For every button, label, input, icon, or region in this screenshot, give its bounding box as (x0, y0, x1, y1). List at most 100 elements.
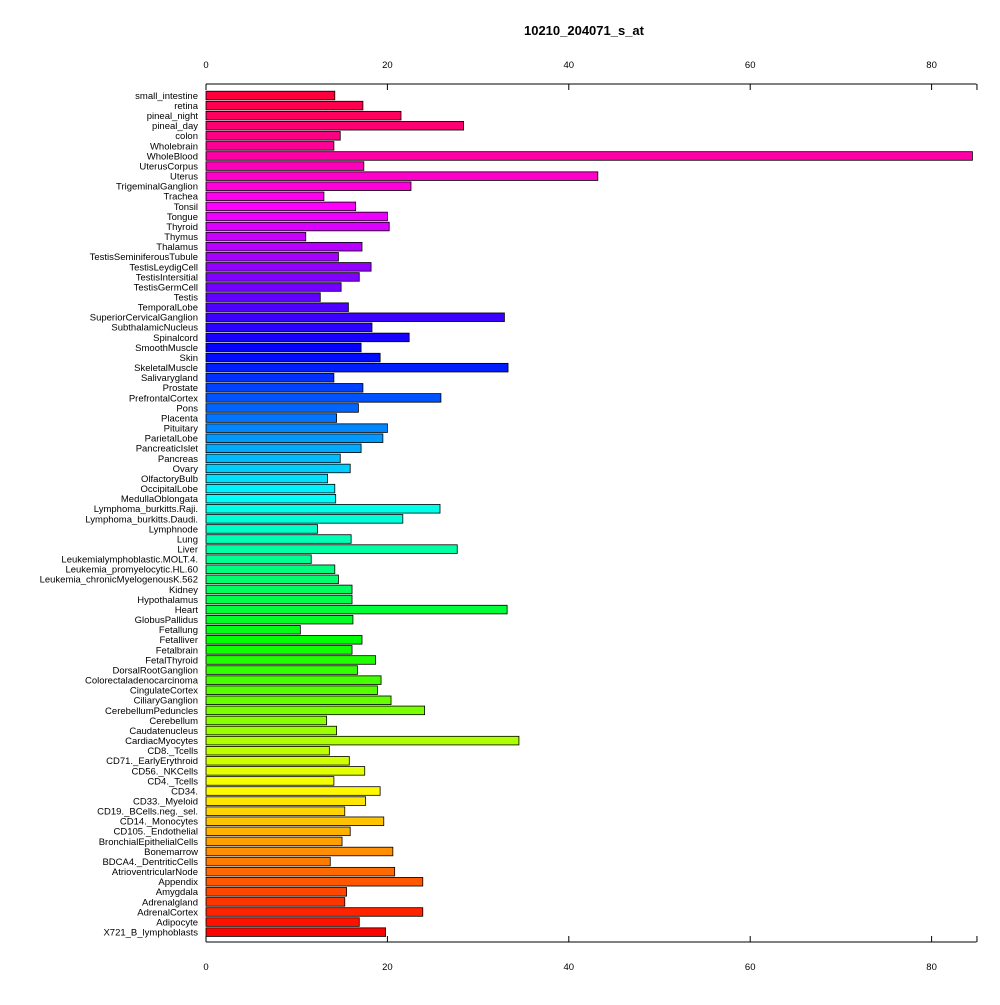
category-label: Ovary (173, 464, 199, 475)
tick-label: 20 (382, 962, 393, 973)
category-label: Pancreas (158, 454, 198, 465)
category-labels: small_intestineretinapineal_nightpineal_… (40, 91, 199, 939)
bar-32 (205, 413, 338, 423)
category-label: UterusCorpus (139, 161, 198, 172)
category-label: TrigeminalGanglion (116, 182, 198, 193)
category-label: TestisIntersitial (136, 272, 198, 283)
bar-31 (205, 403, 359, 413)
category-label: Placenta (161, 413, 199, 424)
bar-41 (205, 504, 441, 514)
bar-77 (205, 866, 396, 877)
category-label: TemporalLobe (138, 303, 198, 314)
bar-59 (205, 685, 378, 695)
category-label: Fetalliver (159, 635, 198, 646)
tick-label: 0 (203, 962, 208, 973)
category-label: Thymus (164, 232, 198, 243)
top-axis: 0 20 40 60 80 (203, 60, 978, 90)
bar-4 (205, 131, 341, 141)
bar-74 (205, 836, 343, 847)
category-label: X721_B_lymphoblasts (103, 928, 198, 939)
bar-16 (205, 252, 339, 262)
bar-73 (205, 826, 351, 837)
bar-10 (205, 191, 325, 202)
category-label: Liver (177, 545, 198, 556)
category-label: CD56._NKCells (131, 766, 198, 777)
category-label: BronchialEpithelialCells (99, 837, 199, 848)
bar-61 (205, 705, 425, 716)
category-label: Leukemialymphoblastic.MOLT.4. (61, 555, 198, 566)
category-label: Pituitary (164, 424, 199, 435)
bar-53 (205, 625, 301, 635)
category-label: CiliaryGanglion (134, 696, 198, 707)
bar-43 (205, 524, 318, 534)
bar-18 (205, 272, 360, 282)
category-label: Adrenalgland (142, 897, 198, 908)
category-label: WholeBlood (147, 151, 198, 162)
category-label: small_intestine (135, 91, 198, 102)
bar-56 (205, 655, 377, 665)
category-label: BDCA4._DentriticCells (102, 857, 198, 868)
category-label: Testis (174, 293, 199, 304)
bar-39 (205, 483, 336, 494)
category-label: Appendix (158, 877, 198, 888)
category-label: DorsalRootGanglion (112, 665, 198, 676)
category-label: Caudatenucleus (129, 726, 198, 737)
bar-81 (205, 907, 424, 917)
bar-62 (205, 715, 328, 726)
tick-label: 60 (745, 962, 756, 973)
bar-82 (205, 917, 360, 927)
bar-65 (205, 746, 330, 756)
category-label: PancreaticIslet (136, 444, 199, 455)
category-label: Hypothalamus (137, 595, 198, 606)
bar-2 (205, 110, 402, 121)
category-label: Kidney (169, 585, 198, 596)
category-label: CD105._Endothelial (113, 827, 198, 838)
bar-23 (205, 322, 373, 333)
bar-69 (205, 786, 381, 796)
bar-49 (205, 584, 353, 595)
bar-22 (205, 312, 505, 322)
bar-37 (205, 463, 351, 474)
bar-72 (205, 816, 385, 826)
category-label: OccipitalLobe (140, 484, 198, 495)
category-label: Fetallung (159, 625, 198, 636)
category-label: colon (175, 131, 198, 142)
tick-label: 40 (564, 962, 575, 973)
category-label: SmoothMuscle (135, 343, 198, 354)
category-label: Salivarygland (141, 373, 198, 384)
category-label: Trachea (164, 192, 199, 203)
bar-33 (205, 423, 388, 433)
bar-58 (205, 675, 382, 685)
chart-title: 10210_204071_s_at (524, 23, 645, 38)
category-label: SuperiorCervicalGanglion (90, 313, 198, 324)
bar-3 (205, 121, 464, 131)
bar-5 (205, 141, 335, 151)
category-label: FetalThyroid (145, 655, 198, 666)
bar-42 (205, 514, 404, 524)
bar-78 (205, 877, 424, 887)
category-label: Spinalcord (153, 333, 198, 344)
category-label: Fetalbrain (156, 645, 198, 656)
bar-60 (205, 695, 392, 706)
bar-48 (205, 574, 339, 585)
bar-57 (205, 665, 358, 675)
category-label: CD14._Monocytes (120, 817, 198, 828)
bar-14 (205, 231, 307, 242)
category-label: Lymphnode (149, 524, 198, 535)
bar-44 (205, 534, 352, 544)
bar-21 (205, 302, 349, 312)
bar-67 (205, 766, 366, 776)
bar-38 (205, 473, 328, 484)
bar-40 (205, 493, 337, 504)
bar-26 (205, 352, 381, 363)
category-label: Leukemia_promyelocytic.HL.60 (65, 565, 198, 576)
category-label: Skin (180, 353, 198, 364)
bar-63 (205, 725, 338, 736)
bar-6 (205, 151, 973, 161)
category-label: AdrenalCortex (137, 907, 198, 918)
category-label: Leukemia_chronicMyelogenousK.562 (40, 575, 198, 586)
category-label: GlobusPallidus (135, 615, 199, 626)
category-label: CD34. (171, 786, 198, 797)
category-label: pineal_day (152, 121, 198, 132)
